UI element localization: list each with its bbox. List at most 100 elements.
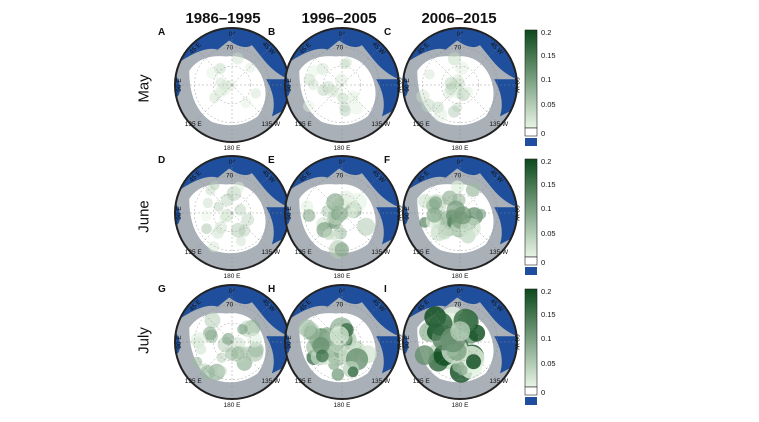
melt-pond-patch bbox=[233, 181, 245, 193]
landmass-east bbox=[494, 207, 517, 245]
longitude-label: 135 E bbox=[413, 378, 431, 385]
longitude-label: 90 E bbox=[404, 335, 411, 349]
meridian-line bbox=[419, 341, 461, 383]
meridian-line bbox=[191, 341, 233, 383]
panel-letter-A: A bbox=[158, 27, 166, 38]
meridian-line bbox=[191, 172, 233, 214]
latitude-label: 70 bbox=[454, 173, 462, 180]
meridian-line bbox=[301, 301, 343, 343]
meridian-line bbox=[231, 44, 273, 86]
latitude-circle bbox=[322, 65, 362, 105]
landmass-east bbox=[376, 207, 399, 245]
melt-pond-patch bbox=[331, 368, 345, 381]
melt-pond-patch bbox=[245, 62, 256, 73]
melt-pond-patch bbox=[339, 58, 351, 70]
meridian-line bbox=[231, 341, 273, 383]
meridian-line bbox=[231, 84, 273, 126]
landmass-east bbox=[376, 336, 399, 374]
melt-pond-patch bbox=[346, 92, 359, 105]
meridian-line bbox=[301, 44, 343, 86]
longitude-label: 180 E bbox=[334, 145, 352, 152]
row-label-june: June bbox=[135, 200, 153, 233]
meridian-line bbox=[341, 44, 383, 86]
meridian-line bbox=[191, 212, 233, 254]
colorbar-tick-label: 0.05 bbox=[541, 359, 556, 368]
landmass-east bbox=[266, 79, 289, 117]
landmass-north bbox=[285, 285, 399, 337]
latitude-label: 70 bbox=[454, 302, 462, 309]
melt-pond-patch bbox=[329, 326, 350, 346]
colorbar-1 bbox=[524, 29, 538, 146]
melt-pond-patch bbox=[325, 84, 338, 97]
melt-pond-patch bbox=[426, 207, 442, 223]
meridian-line bbox=[459, 172, 501, 214]
melt-pond-patch bbox=[455, 61, 469, 75]
melt-pond-patch bbox=[230, 222, 246, 238]
meridian-line bbox=[301, 341, 343, 383]
melt-pond-patch bbox=[200, 210, 212, 222]
melt-pond-patch bbox=[317, 84, 329, 96]
melt-pond-patch bbox=[237, 324, 248, 335]
row-label-may: May bbox=[135, 74, 153, 103]
melt-pond-patch bbox=[334, 207, 349, 222]
landmass-east bbox=[494, 336, 517, 374]
melt-pond-patch bbox=[202, 197, 213, 209]
colorbar-tick-label: 0.2 bbox=[541, 28, 552, 37]
melt-pond-patch bbox=[429, 196, 443, 210]
melt-pond-patch bbox=[445, 84, 457, 96]
map-border bbox=[402, 284, 518, 400]
landmass-north bbox=[403, 156, 517, 208]
melt-pond-patch bbox=[216, 365, 227, 377]
meridian-line bbox=[231, 172, 273, 214]
melt-pond-patch bbox=[213, 201, 224, 212]
melt-pond-patch bbox=[447, 52, 462, 66]
colorbar-tick-label: 0.2 bbox=[541, 157, 552, 166]
sea-ice bbox=[299, 56, 376, 126]
longitude-label: 90 W bbox=[513, 205, 520, 221]
colorbar-3 bbox=[524, 288, 538, 405]
latitude-circle bbox=[440, 193, 480, 233]
longitude-label: 135 E bbox=[185, 121, 203, 128]
melt-pond-patch bbox=[421, 98, 435, 113]
melt-pond-patch bbox=[220, 208, 234, 222]
melt-pond-patch bbox=[215, 62, 227, 74]
longitude-label: 0° bbox=[229, 287, 236, 295]
melt-pond-patch bbox=[302, 209, 316, 222]
melt-pond-patch bbox=[312, 337, 330, 355]
longitude-label: 0° bbox=[339, 287, 346, 295]
colorbar-2 bbox=[524, 158, 538, 275]
meridian-line bbox=[459, 84, 501, 126]
melt-pond-patch bbox=[214, 63, 226, 75]
melt-pond-patch bbox=[211, 226, 224, 239]
meridian-line bbox=[341, 301, 383, 343]
landmass-east bbox=[266, 336, 289, 374]
melt-pond-patch bbox=[316, 62, 329, 75]
melt-pond-patch bbox=[337, 92, 349, 104]
colorbar-tick-label: 0.15 bbox=[541, 310, 556, 319]
melt-pond-patch bbox=[465, 182, 480, 197]
colorbar-tick-label: 0.05 bbox=[541, 229, 556, 238]
melt-pond-patch bbox=[450, 321, 471, 342]
melt-pond-patch bbox=[451, 74, 464, 87]
longitude-label: 135 E bbox=[185, 249, 203, 256]
row-label-july: July bbox=[135, 327, 153, 354]
melt-pond-patch bbox=[448, 105, 461, 118]
landmass-north bbox=[403, 28, 517, 80]
longitude-label: 135 W bbox=[371, 378, 391, 385]
colorbar-tick-label: 0.15 bbox=[541, 51, 556, 60]
melt-pond-patch bbox=[348, 192, 368, 212]
melt-pond-patch bbox=[200, 365, 216, 380]
longitude-label: 135 W bbox=[489, 121, 509, 128]
longitude-label: 90 W bbox=[395, 334, 402, 350]
panel-letter-G: G bbox=[158, 284, 166, 295]
melt-pond-patch bbox=[247, 332, 262, 348]
meridian-line bbox=[341, 341, 383, 383]
landmass-west bbox=[175, 201, 181, 225]
longitude-label: 135 W bbox=[371, 249, 391, 256]
melt-pond-patch bbox=[461, 86, 473, 98]
